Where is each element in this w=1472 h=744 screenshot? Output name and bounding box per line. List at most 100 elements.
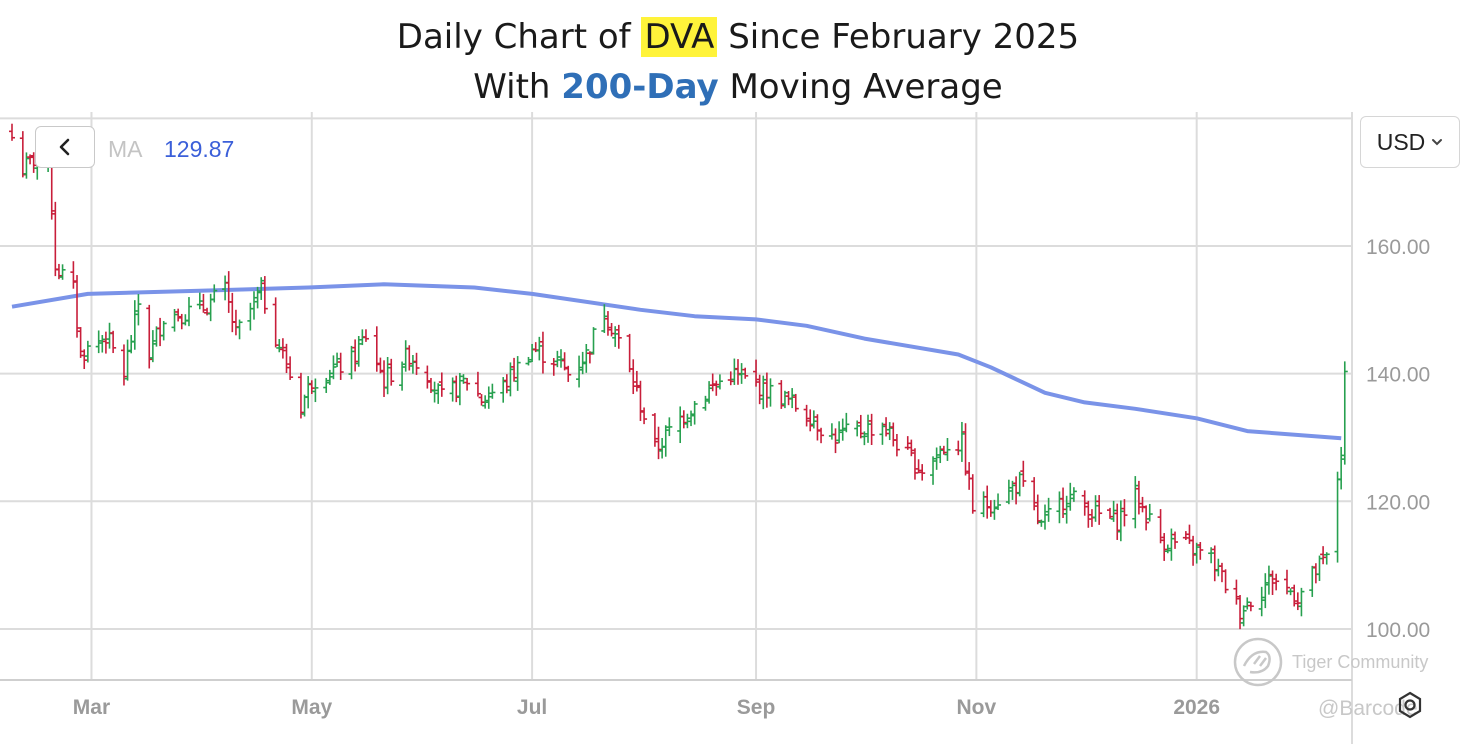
ohlc-bar xyxy=(1114,503,1121,540)
ohlc-bar xyxy=(893,433,900,457)
ohlc-bar xyxy=(323,377,330,393)
currency-label: USD xyxy=(1376,128,1426,155)
ohlc-bar xyxy=(879,422,886,445)
ohlc-bar xyxy=(626,333,633,373)
ohlc-bar xyxy=(659,437,666,459)
ohlc-bar xyxy=(272,297,279,348)
moving-average-layer xyxy=(11,282,1342,441)
ohlc-bar xyxy=(915,459,922,474)
y-tick-label: 160.00 xyxy=(1366,236,1430,259)
ohlc-bar xyxy=(19,131,26,178)
ohlc-bar xyxy=(756,374,763,405)
ohlc-bar xyxy=(258,277,265,300)
ohlc-bar xyxy=(565,365,572,382)
ohlc-bar xyxy=(1056,491,1063,524)
ohlc-bar xyxy=(1172,531,1179,549)
ohlc-bar xyxy=(1164,544,1171,554)
currency-select[interactable]: USD xyxy=(1360,116,1460,168)
ohlc-bar xyxy=(456,372,463,406)
watermark: Tiger Community xyxy=(1232,636,1428,688)
ohlc-bar xyxy=(709,373,716,392)
ohlc-bar xyxy=(612,326,619,347)
ohlc-bar xyxy=(792,393,799,412)
ohlc-bar xyxy=(742,367,749,379)
ohlc-bar xyxy=(753,359,760,387)
ohlc-bar xyxy=(966,462,973,490)
ohlc-bar xyxy=(254,286,261,309)
ohlc-bar xyxy=(890,422,897,447)
ohlc-bar xyxy=(355,335,362,367)
ohlc-bar xyxy=(940,445,947,455)
ohlc-bar xyxy=(200,293,207,313)
x-tick-label: 2026 xyxy=(1173,696,1220,719)
ohlc-bar xyxy=(1244,597,1251,610)
ohlc-bar xyxy=(630,359,637,395)
ohlc-bar xyxy=(1063,495,1070,524)
ohlc-bar xyxy=(930,456,937,485)
ohlc-bar xyxy=(1045,497,1052,522)
ohlc-bar xyxy=(276,339,283,353)
ohlc-bar xyxy=(478,394,485,406)
ohlc-bar xyxy=(1009,480,1016,500)
ohlc-bar xyxy=(969,474,976,514)
x-tick-label: Sep xyxy=(737,696,776,719)
ohlc-bar xyxy=(767,378,774,407)
ohlc-bar xyxy=(604,311,611,336)
ohlc-bar xyxy=(839,418,846,441)
ohlc-bar xyxy=(70,261,77,289)
ohlc-bar xyxy=(232,309,239,336)
ohlc-bar xyxy=(106,322,113,349)
ohlc-bar xyxy=(1005,479,1012,505)
ohlc-bar xyxy=(1132,476,1139,529)
ohlc-bar xyxy=(211,284,218,303)
ohlc-bar xyxy=(554,350,561,368)
ohlc-bar xyxy=(514,356,521,391)
ohlc-bar xyxy=(525,356,532,366)
ohlc-bar xyxy=(883,417,890,437)
x-tick-label: Nov xyxy=(957,696,997,719)
ohlc-bar xyxy=(778,380,785,409)
ohlc-bar xyxy=(865,414,872,443)
ohlc-bar xyxy=(110,330,117,354)
watermark-handle: @Barcode xyxy=(1318,697,1418,720)
ohlc-bar xyxy=(406,345,413,371)
ohlc-bar xyxy=(684,413,691,429)
ohlc-bars xyxy=(9,123,1348,630)
y-tick-label: 100.00 xyxy=(1366,619,1430,642)
ohlc-bar xyxy=(1233,579,1240,605)
ohlc-bar xyxy=(135,294,142,326)
ohlc-bar xyxy=(182,314,189,326)
ohlc-bar xyxy=(1338,446,1345,490)
ohlc-bar xyxy=(1182,531,1189,541)
ohlc-bar xyxy=(1034,494,1041,525)
ohlc-bar xyxy=(1312,563,1319,584)
ohlc-bar xyxy=(760,375,767,410)
title-line-2: With 200-Day Moving Average xyxy=(0,62,1472,112)
ohlc-bar xyxy=(828,423,835,440)
ohlc-bar xyxy=(586,351,593,364)
ohlc-bar xyxy=(843,412,850,433)
ohlc-bar xyxy=(225,271,232,313)
ohlc-bar xyxy=(175,308,182,322)
ohlc-bar xyxy=(1085,500,1092,528)
ohlc-bar xyxy=(207,293,214,322)
ohlc-bar xyxy=(1041,504,1048,530)
ohlc-bar xyxy=(539,331,546,374)
ohlc-bar xyxy=(651,413,658,447)
ohlc-bar xyxy=(937,445,944,464)
ohlc-bar xyxy=(706,381,713,404)
back-button[interactable] xyxy=(35,126,95,168)
ohlc-bar xyxy=(337,352,344,380)
ohlc-bar xyxy=(388,358,395,386)
ohlc-bar xyxy=(1215,558,1222,577)
ohlc-bar xyxy=(601,304,608,334)
ohlc-bar xyxy=(558,349,565,368)
ohlc-bar xyxy=(153,326,160,347)
ohlc-bar xyxy=(59,264,66,280)
ohlc-bar xyxy=(287,356,294,380)
ohlc-bar xyxy=(9,123,15,141)
settings-icon[interactable] xyxy=(1395,690,1425,720)
ohlc-bar xyxy=(991,499,998,520)
ohlc-bar xyxy=(348,345,355,380)
ohlc-bar xyxy=(503,374,510,394)
